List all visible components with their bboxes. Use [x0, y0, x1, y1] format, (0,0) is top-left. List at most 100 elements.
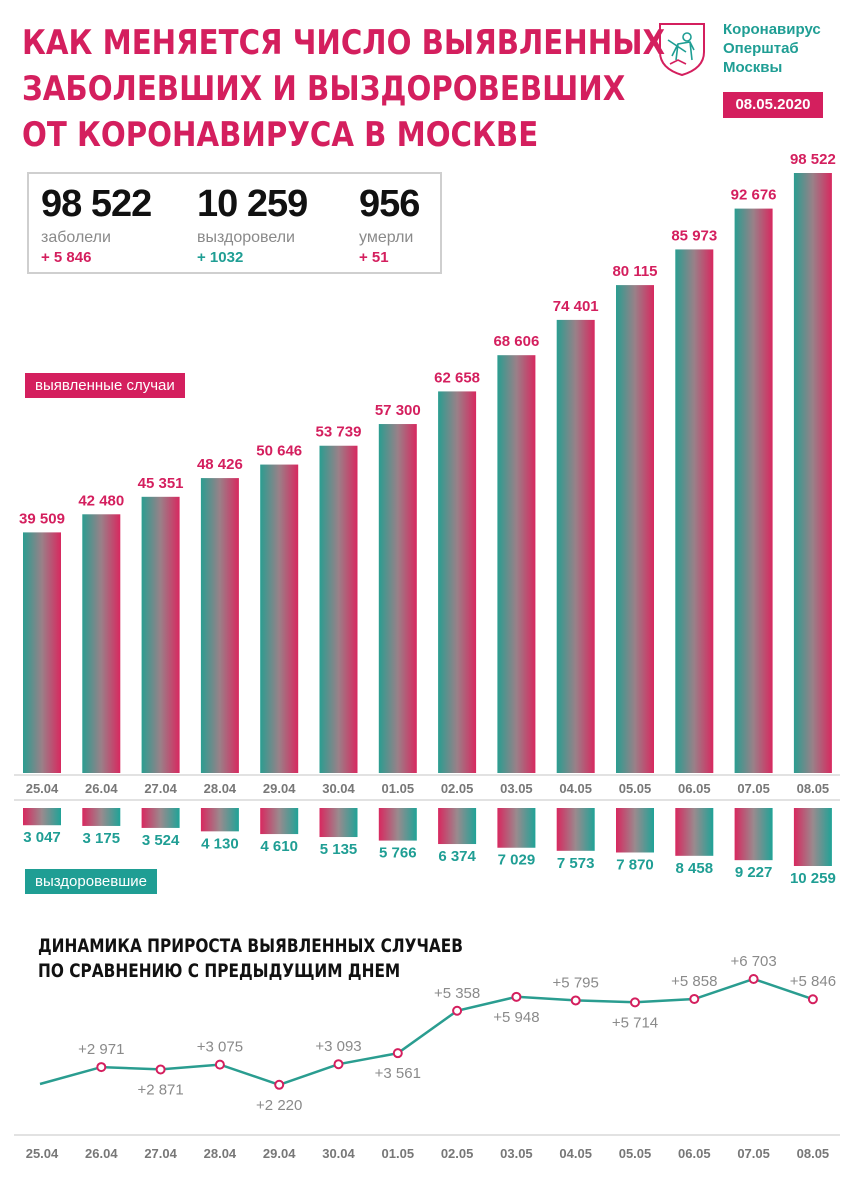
growth-point — [96, 1062, 107, 1073]
growth-date-label: 28.04 — [204, 1146, 237, 1161]
growth-point-label: +5 858 — [671, 973, 717, 990]
growth-point-label: +5 358 — [434, 985, 480, 1002]
cases-bar — [200, 478, 239, 773]
growth-point-label: +2 971 — [78, 1041, 124, 1058]
stat-deaths-label: умерли — [359, 229, 414, 246]
date-tick-label: 26.04 — [85, 781, 118, 796]
growth-date-label: 25.04 — [26, 1146, 59, 1161]
cases-bar-label: 53 739 — [316, 424, 362, 441]
cases-bar-label: 68 606 — [493, 333, 539, 350]
stat-cases-label: заболели — [41, 229, 111, 246]
date-tick-label: 01.05 — [382, 781, 415, 796]
recovered-bar — [793, 808, 832, 866]
cases-bar — [319, 445, 358, 773]
cases-bar — [260, 464, 299, 773]
growth-point-label: +5 846 — [790, 973, 836, 990]
date-tick-label: 29.04 — [263, 781, 296, 796]
recovered-bar-label: 5 135 — [320, 841, 358, 858]
growth-point — [689, 993, 700, 1004]
growth-point — [570, 995, 581, 1006]
stat-recovered-value: 10 259 — [197, 183, 308, 225]
recovered-bar-label: 4 610 — [260, 838, 298, 855]
title-line-3: ОТ КОРОНАВИРУСА В МОСКВЕ — [22, 115, 539, 155]
recovered-bar — [438, 808, 477, 845]
cases-bar — [616, 285, 654, 773]
cases-bar-label: 42 480 — [78, 492, 124, 509]
growth-title-line-1: ДИНАМИКА ПРИРОСТА ВЫЯВЛЕННЫХ СЛУЧАЕВ — [38, 936, 463, 957]
cases-bar — [675, 249, 714, 774]
growth-date-label: 08.05 — [797, 1146, 830, 1161]
growth-point — [333, 1059, 344, 1070]
cases-bar-chart: 39 509 25.04 42 480 26.04 45 351 27.04 48 426 2… — [14, 151, 840, 801]
recovered-bar — [82, 808, 121, 826]
date-tick-label: 08.05 — [797, 781, 830, 796]
date-tick-label: 05.05 — [619, 781, 652, 796]
growth-point — [511, 991, 522, 1002]
cases-bar — [438, 391, 477, 773]
growth-point-label: +2 220 — [256, 1097, 302, 1114]
growth-date-label: 27.04 — [144, 1146, 177, 1161]
growth-date-label: 03.05 — [500, 1146, 533, 1161]
stat-recovered-label: выздоровели — [197, 229, 295, 246]
recovered-bar — [556, 808, 595, 851]
recovered-bar — [319, 808, 358, 838]
date-tick-label: 28.04 — [204, 781, 237, 796]
growth-date-label: 06.05 — [678, 1146, 711, 1161]
moscow-coat-of-arms-icon — [659, 23, 705, 76]
recovered-bar — [734, 808, 773, 861]
cases-bar — [378, 424, 417, 773]
cases-bar — [734, 208, 773, 774]
recovered-bar — [616, 808, 654, 853]
stat-recovered-delta: + 1032 — [197, 249, 244, 266]
growth-point — [452, 1005, 463, 1016]
legend-recovered: выздоровевшие — [25, 869, 157, 894]
stat-cases: 98 522 заболели + 5 846 — [41, 182, 152, 268]
legend-cases: выявленные случаи — [25, 373, 185, 398]
growth-point — [155, 1064, 166, 1075]
growth-line-chart: 25.04 +2 971 26.04 +2 871 27.04 +3 075 28.04 +2… — [14, 953, 840, 1161]
recovered-bar-label: 3 524 — [142, 832, 180, 849]
cases-bar — [82, 514, 121, 773]
growth-date-label: 02.05 — [441, 1146, 474, 1161]
cases-bar-label: 92 676 — [731, 187, 777, 204]
cases-bar — [556, 319, 595, 773]
recovered-bar-label: 9 227 — [735, 864, 773, 881]
growth-date-label: 26.04 — [85, 1146, 118, 1161]
cases-bar-label: 98 522 — [790, 151, 836, 168]
cases-bar-label: 45 351 — [138, 475, 184, 492]
recovered-bar-label: 6 374 — [438, 848, 476, 865]
cases-bar-label: 57 300 — [375, 402, 421, 419]
growth-date-label: 07.05 — [737, 1146, 770, 1161]
org-name: Коронавирус Оперштаб Москвы — [723, 20, 821, 77]
date-tick-label: 30.04 — [322, 781, 355, 796]
recovered-bar-label: 7 870 — [616, 856, 654, 873]
growth-date-label: 05.05 — [619, 1146, 652, 1161]
recovered-bar-label: 3 047 — [23, 829, 61, 846]
stat-recovered: 10 259 выздоровели + 1032 — [197, 182, 308, 268]
cases-bar — [793, 173, 832, 773]
growth-point-label: +3 075 — [197, 1039, 243, 1056]
cases-bar-label: 74 401 — [553, 298, 599, 315]
cases-bar-label: 62 658 — [434, 369, 480, 386]
date-tick-label: 06.05 — [678, 781, 711, 796]
date-tick-label: 07.05 — [737, 781, 770, 796]
moscow-hq-logo: Коронавирус Оперштаб Москвы — [656, 20, 821, 80]
growth-point-label: +5 948 — [493, 1009, 539, 1026]
stat-deaths-delta: + 51 — [359, 249, 389, 266]
growth-point-label: +3 561 — [375, 1065, 421, 1082]
growth-point-label: +3 093 — [315, 1038, 361, 1055]
stat-deaths-value: 956 — [359, 183, 420, 225]
date-tick-label: 25.04 — [26, 781, 59, 796]
cases-bar — [141, 496, 180, 773]
growth-point — [630, 997, 640, 1008]
growth-point — [214, 1059, 225, 1070]
org-line-3: Москвы — [723, 59, 783, 76]
date-badge: 08.05.2020 — [723, 92, 823, 118]
date-tick-label: 04.05 — [559, 781, 592, 796]
org-line-2: Оперштаб — [723, 40, 799, 57]
cases-bar-label: 85 973 — [671, 227, 717, 244]
summary-box: 98 522 заболели + 5 846 10 259 выздорове… — [27, 172, 442, 274]
growth-point — [748, 974, 759, 985]
growth-date-label: 29.04 — [263, 1146, 296, 1161]
